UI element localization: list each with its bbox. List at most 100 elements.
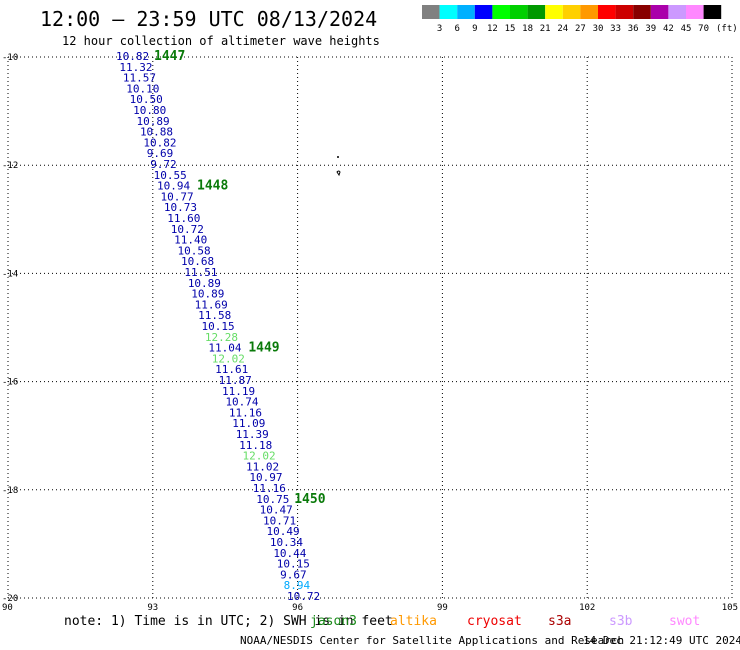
legend-label: 21 [540,24,551,34]
wave-height-value: 9.67 [280,568,307,581]
legend-swatch [633,5,651,19]
wave-height-value: 10.47 [260,504,293,517]
legend-label: 6 [454,24,459,34]
latitude-tick: -18 [2,486,18,496]
latitude-labels: -10 -12 -14 -16 -18 -20 [2,53,18,604]
wave-height-value: 10.58 [178,244,211,257]
legend-label: 24 [557,24,568,34]
legend-label: (ft) [716,24,738,34]
wave-height-value: 10.44 [273,547,306,560]
legend-swatch [474,5,493,19]
legend-swatch [668,5,686,19]
legend-label: 36 [628,24,639,34]
satellite-name: jason3 [310,614,357,629]
longitude-tick: 99 [437,603,448,613]
wave-height-value: 12.28 [205,331,238,344]
map-subtitle: 12 hour collection of altimeter wave hei… [62,34,380,48]
wave-height-value: 10.89 [191,288,224,301]
legend-swatch [703,5,722,19]
satellite-name: altika [390,614,437,629]
wave-height-value: 11.16 [229,406,262,419]
latitude-tick: -14 [2,269,18,279]
generated-timestamp: 14 Dec 21:12:49 UTC 2024 [583,634,740,647]
wave-height-value: 11.19 [222,385,255,398]
wave-height-value: 11.40 [174,234,207,247]
legend-label: 42 [663,24,674,34]
wave-height-value: 10.97 [249,471,282,484]
footer-note: note: 1) Time is in UTC; 2) SWH is in fe… [64,614,393,629]
wave-height-value: 11.69 [195,298,228,311]
wave-height-value: 10.15 [277,558,310,571]
wave-height-value: 10.77 [160,190,193,203]
wave-height-value: 10.34 [270,536,303,549]
legend-swatch [492,5,510,19]
wave-height-value: 10.15 [202,320,235,333]
wave-height-value: 10.82 [116,50,149,63]
wave-height-value: 11.39 [236,428,269,441]
legend-label: 3 [437,24,442,34]
wave-height-value: 9.72 [150,158,177,171]
wave-height-value: 11.32 [119,61,152,74]
satellite-name: swot [669,614,700,629]
legend-swatch [615,5,634,19]
pass-number: 1450 [294,492,325,507]
legend-swatch [650,5,669,19]
wave-height-value: 11.04 [208,342,241,355]
legend-swatch [598,5,616,19]
wave-height-value: 10.94 [157,180,190,193]
wave-height-value: 10.75 [256,493,289,506]
legend-label: 27 [575,24,586,34]
wave-height-value: 10.72 [287,590,320,603]
longitude-tick: 93 [147,603,158,613]
legend-label: 45 [681,24,692,34]
latitude-tick: -16 [2,378,18,388]
wave-height-value: 9.69 [147,147,174,160]
legend-label: 33 [610,24,621,34]
legend-swatch [686,5,704,19]
latitude-tick: -12 [2,161,18,171]
wave-height-value: 10.55 [154,169,187,182]
wave-height-value: 10.89 [137,115,170,128]
wave-height-value: 10.89 [188,277,221,290]
satellite-track: 10.8211.3211.5710.1010.5010.8010.8910.88… [116,50,320,603]
pass-number: 1447 [154,49,185,64]
wave-height-value: 11.16 [253,482,286,495]
pass-labels: 1447 1448 1449 1450 [154,49,326,507]
legend-swatch [510,5,528,19]
latitude-tick: -20 [2,594,18,604]
wave-height-value: 11.51 [184,266,217,279]
legend-label: 70 [698,24,709,34]
legend-label: 15 [505,24,516,34]
longitude-tick: 90 [2,603,13,613]
longitude-tick: 102 [579,603,595,613]
legend-swatch [562,5,581,19]
legend-swatch [580,5,598,19]
map-title: 12:00 – 23:59 UTC 08/13/2024 [40,7,377,31]
wave-height-value: 10.50 [130,93,163,106]
satellite-name: cryosat [467,614,522,629]
longitude-tick: 96 [292,603,303,613]
wave-height-value: 10.71 [263,514,296,527]
wave-height-value: 12.02 [243,450,276,463]
wave-height-value: 11.61 [215,363,248,376]
longitude-labels: 90 93 96 99 102 105 [2,603,738,613]
wave-height-value: 10.82 [143,136,176,149]
legend-label: 18 [522,24,533,34]
legend-label: 39 [645,24,656,34]
wave-height-value: 10.73 [164,201,197,214]
wave-height-value: 12.02 [212,352,245,365]
wave-height-value: 10.10 [126,82,159,95]
wave-height-value: 11.57 [123,72,156,85]
wave-height-value: 11.18 [239,439,272,452]
wave-height-value: 10.72 [171,223,204,236]
map-gridlines [7,56,733,599]
satellite-name: s3a [548,614,571,629]
wave-height-legend: 3 6 9 12 15 18 21 24 27 30 33 36 39 42 45 70 (ft) [422,5,738,34]
legend-swatch [439,5,458,19]
legend-swatch [545,5,563,19]
wave-height-value: 11.02 [246,460,279,473]
legend-label: 30 [593,24,604,34]
pass-number: 1448 [197,179,228,194]
wave-height-value: 10.49 [266,525,299,538]
